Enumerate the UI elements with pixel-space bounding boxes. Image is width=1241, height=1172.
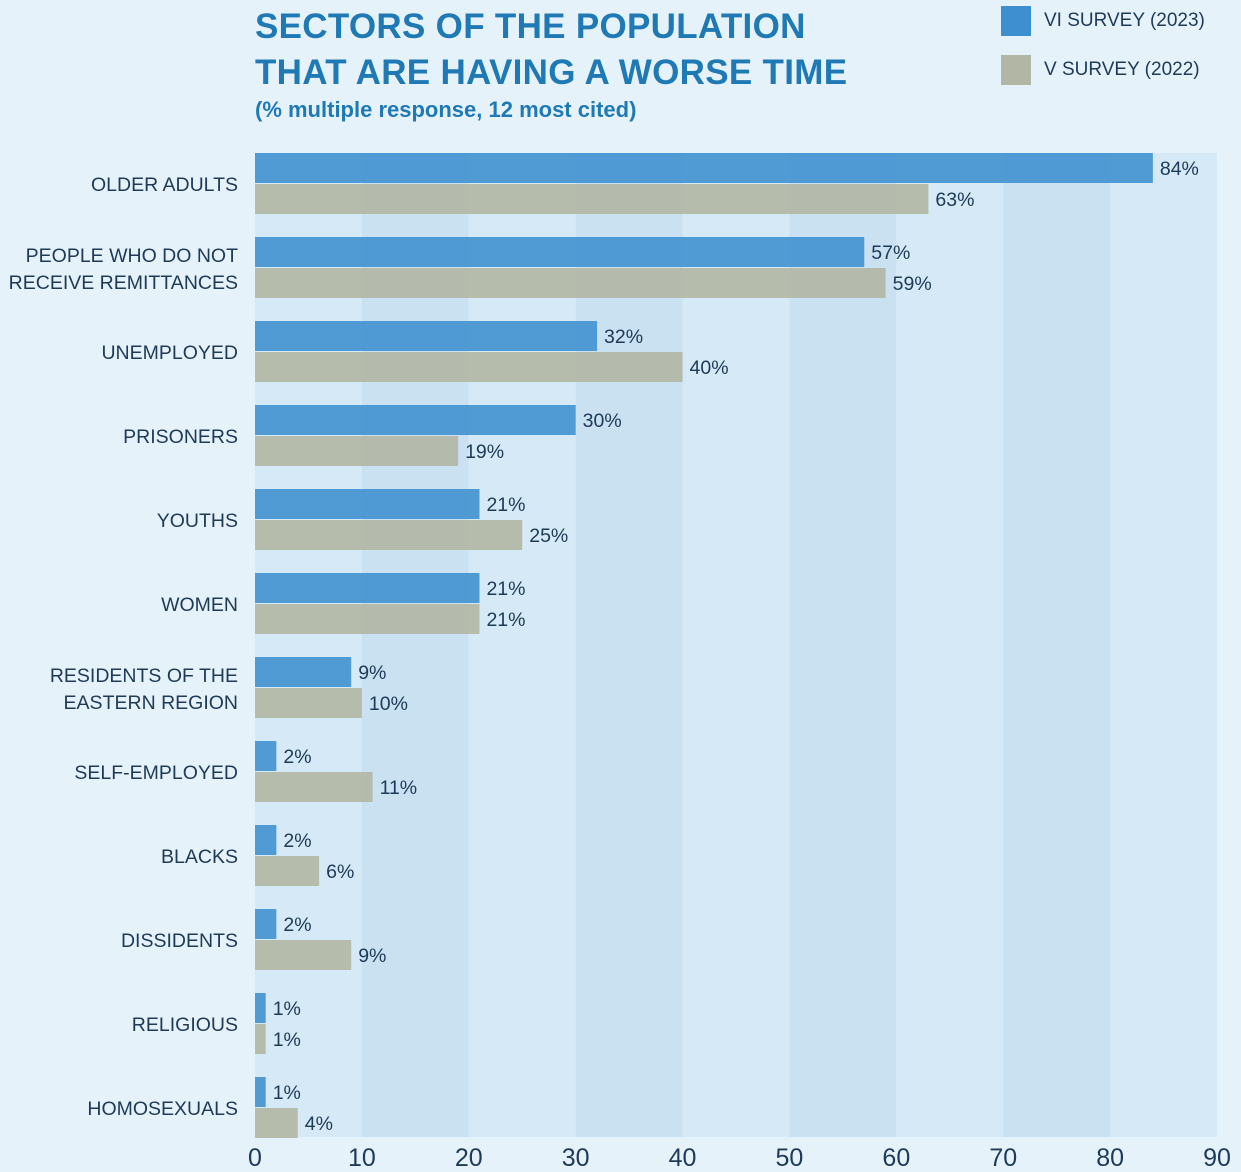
- grid-band: [789, 153, 897, 1137]
- bar-v-survey: [255, 184, 929, 214]
- category-label-line: RECEIVE REMITTANCES: [9, 272, 238, 294]
- x-tick-label: 30: [562, 1144, 590, 1172]
- value-label-v-survey: 10%: [369, 693, 408, 715]
- value-label-v-survey: 6%: [326, 861, 354, 883]
- grid-band: [361, 153, 469, 1137]
- bar-v-survey: [255, 268, 886, 298]
- legend-swatch-vi-survey: [1001, 6, 1031, 36]
- category-label: PEOPLE WHO DO NOT RECEIVE REMITTANCES: [9, 245, 238, 294]
- bar-v-survey: [255, 604, 480, 634]
- chart-title-line-1: SECTORS OF THE POPULATION: [255, 7, 806, 46]
- bar-vi-survey: [255, 825, 277, 855]
- x-tick-label: 20: [455, 1144, 483, 1172]
- x-tick-label: 70: [989, 1144, 1017, 1172]
- value-label-v-survey: 1%: [273, 1029, 301, 1051]
- bar-vi-survey: [255, 405, 576, 435]
- bar-vi-survey: [255, 489, 480, 519]
- bar-vi-survey: [255, 1077, 266, 1107]
- grid-band: [1003, 153, 1111, 1137]
- category-label: SELF-EMPLOYED: [74, 762, 238, 784]
- legend-swatch-v-survey: [1001, 55, 1031, 85]
- category-label: PRISONERS: [123, 426, 238, 448]
- grid-band: [682, 153, 790, 1137]
- x-tick-label: 10: [348, 1144, 376, 1172]
- x-tick-label: 60: [882, 1144, 910, 1172]
- grid-band: [575, 153, 683, 1137]
- category-label-line: EASTERN REGION: [64, 692, 238, 714]
- value-label-vi-survey: 2%: [283, 830, 311, 852]
- bar-vi-survey: [255, 909, 277, 939]
- grid-band: [255, 153, 362, 1137]
- x-tick-label: 80: [1096, 1144, 1124, 1172]
- x-tick-label: 90: [1203, 1144, 1231, 1172]
- category-label: OLDER ADULTS: [91, 174, 238, 196]
- value-label-vi-survey: 30%: [583, 410, 622, 432]
- bar-vi-survey: [255, 657, 352, 687]
- x-tick-label: 40: [669, 1144, 697, 1172]
- category-label-line: RESIDENTS OF THE: [50, 665, 238, 687]
- category-label: RESIDENTS OF THE EASTERN REGION: [50, 665, 238, 714]
- chart-subtitle: (% multiple response, 12 most cited): [255, 97, 637, 122]
- bar-vi-survey: [255, 321, 598, 351]
- value-label-vi-survey: 21%: [486, 494, 525, 516]
- bar-v-survey: [255, 940, 352, 970]
- bar-v-survey: [255, 1024, 266, 1054]
- value-label-vi-survey: 57%: [871, 242, 910, 264]
- category-label: RELIGIOUS: [132, 1014, 238, 1036]
- value-label-v-survey: 25%: [529, 525, 568, 547]
- bar-v-survey: [255, 772, 373, 802]
- value-label-vi-survey: 9%: [358, 662, 386, 684]
- value-label-vi-survey: 32%: [604, 326, 643, 348]
- value-label-v-survey: 9%: [358, 945, 386, 967]
- grid-band: [1110, 153, 1217, 1137]
- bar-v-survey: [255, 520, 523, 550]
- grid-band: [896, 153, 1004, 1137]
- chart-title: SECTORS OF THE POPULATION THAT ARE HAVIN…: [255, 4, 975, 96]
- legend-label-vi-survey: VI SURVEY (2023): [1044, 10, 1205, 31]
- value-label-v-survey: 21%: [486, 609, 525, 631]
- bar-v-survey: [255, 436, 459, 466]
- x-tick-label: 50: [776, 1144, 804, 1172]
- legend-item-v-survey: V SURVEY (2022): [1001, 55, 1200, 85]
- category-label: WOMEN: [161, 594, 238, 616]
- value-label-vi-survey: 2%: [283, 746, 311, 768]
- grid-band: [468, 153, 576, 1137]
- bar-vi-survey: [255, 741, 277, 771]
- value-label-vi-survey: 2%: [283, 914, 311, 936]
- value-label-v-survey: 4%: [305, 1113, 333, 1135]
- value-label-v-survey: 63%: [935, 189, 974, 211]
- value-label-vi-survey: 84%: [1160, 158, 1199, 180]
- value-label-v-survey: 59%: [893, 273, 932, 295]
- bar-v-survey: [255, 856, 320, 886]
- value-label-v-survey: 11%: [380, 777, 418, 799]
- bar-vi-survey: [255, 237, 865, 267]
- category-label-line: PEOPLE WHO DO NOT: [26, 245, 238, 267]
- bar-v-survey: [255, 352, 683, 382]
- category-label: DISSIDENTS: [121, 930, 238, 952]
- category-label: HOMOSEXUALS: [87, 1098, 238, 1120]
- category-label: BLACKS: [161, 846, 238, 868]
- chart-title-line-2: THAT ARE HAVING A WORSE TIME: [255, 53, 848, 92]
- value-label-vi-survey: 1%: [273, 1082, 301, 1104]
- bar-vi-survey: [255, 573, 480, 603]
- category-label: YOUTHS: [157, 510, 238, 532]
- bar-v-survey: [255, 1108, 298, 1138]
- value-label-v-survey: 19%: [465, 441, 504, 463]
- value-label-vi-survey: 1%: [273, 998, 301, 1020]
- x-tick-label: 0: [248, 1144, 262, 1172]
- legend-item-vi-survey: VI SURVEY (2023): [1001, 6, 1205, 36]
- legend-label-v-survey: V SURVEY (2022): [1044, 59, 1200, 80]
- bar-vi-survey: [255, 993, 266, 1023]
- bar-v-survey: [255, 688, 362, 718]
- bar-vi-survey: [255, 153, 1153, 183]
- value-label-v-survey: 40%: [690, 357, 729, 379]
- category-label: UNEMPLOYED: [101, 342, 238, 364]
- value-label-vi-survey: 21%: [486, 578, 525, 600]
